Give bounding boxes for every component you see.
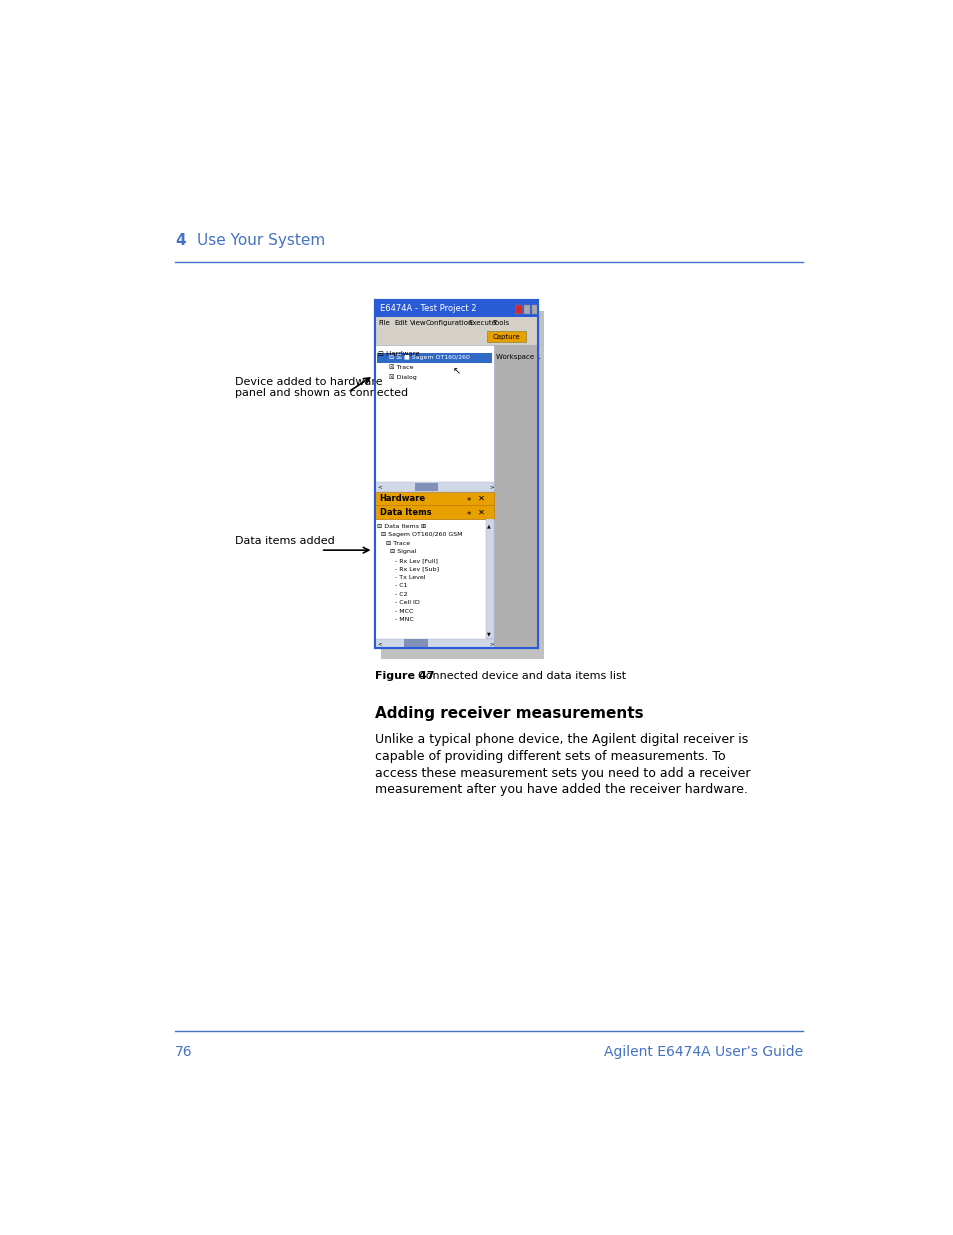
Text: capable of providing different sets of measurements. To: capable of providing different sets of m… — [375, 750, 725, 762]
FancyBboxPatch shape — [493, 345, 537, 648]
Text: Capture: Capture — [493, 333, 520, 340]
FancyBboxPatch shape — [375, 345, 493, 492]
Text: ⊟ Signal: ⊟ Signal — [390, 550, 416, 555]
Text: ↖: ↖ — [452, 367, 460, 377]
Text: - Cell ID: - Cell ID — [395, 600, 419, 605]
Text: Hardware: Hardware — [379, 494, 425, 503]
Text: - MNC: - MNC — [395, 618, 414, 622]
Text: ▼: ▼ — [487, 631, 491, 636]
FancyBboxPatch shape — [381, 311, 543, 659]
FancyBboxPatch shape — [375, 520, 493, 638]
FancyBboxPatch shape — [487, 331, 525, 342]
FancyBboxPatch shape — [415, 483, 437, 490]
FancyBboxPatch shape — [376, 353, 492, 363]
Text: ⊟ ☒ ■ Sagem OT160/260: ⊟ ☒ ■ Sagem OT160/260 — [389, 354, 469, 361]
Text: ⊟ Trace: ⊟ Trace — [385, 541, 410, 546]
Text: - MCC: - MCC — [395, 609, 413, 614]
Text: E6474A - Test Project 2: E6474A - Test Project 2 — [379, 304, 476, 312]
FancyBboxPatch shape — [531, 305, 537, 314]
Text: panel and shown as connected: panel and shown as connected — [235, 388, 408, 398]
Text: ▲: ▲ — [487, 522, 491, 529]
FancyBboxPatch shape — [523, 305, 530, 314]
FancyBboxPatch shape — [516, 305, 521, 314]
Text: <: < — [377, 484, 381, 489]
Text: Device added to hardware: Device added to hardware — [235, 377, 383, 387]
Text: Figure 47: Figure 47 — [375, 671, 434, 680]
FancyBboxPatch shape — [375, 492, 493, 505]
Text: 76: 76 — [174, 1045, 193, 1060]
Text: - C2: - C2 — [395, 592, 407, 597]
Text: 4: 4 — [174, 233, 186, 248]
Text: Unlike a typical phone device, the Agilent digital receiver is: Unlike a typical phone device, the Agile… — [375, 732, 747, 746]
Text: Agilent E6474A User’s Guide: Agilent E6474A User’s Guide — [603, 1045, 802, 1060]
Text: Execute: Execute — [468, 320, 496, 326]
Text: ☒ Trace: ☒ Trace — [389, 366, 413, 370]
Text: >: > — [489, 641, 494, 646]
Text: ⁎: ⁎ — [466, 508, 470, 517]
Text: File: File — [378, 320, 390, 326]
Text: ⁎: ⁎ — [466, 494, 470, 503]
FancyBboxPatch shape — [485, 520, 493, 638]
FancyBboxPatch shape — [375, 317, 537, 330]
FancyBboxPatch shape — [375, 300, 537, 317]
Text: Tools: Tools — [492, 320, 509, 326]
FancyBboxPatch shape — [404, 640, 427, 647]
Text: Edit: Edit — [395, 320, 408, 326]
Text: access these measurement sets you need to add a receiver: access these measurement sets you need t… — [375, 767, 750, 779]
Text: >: > — [489, 484, 494, 489]
Text: - Rx Lev [Sub]: - Rx Lev [Sub] — [395, 567, 438, 572]
Text: Data Items: Data Items — [379, 508, 431, 517]
FancyBboxPatch shape — [375, 505, 493, 520]
FancyBboxPatch shape — [375, 300, 537, 648]
Text: - C1: - C1 — [395, 583, 407, 588]
Text: Adding receiver measurements: Adding receiver measurements — [375, 705, 643, 721]
Text: ⊟ Data Items ⊞: ⊟ Data Items ⊞ — [376, 524, 425, 529]
Text: <: < — [377, 641, 381, 646]
Text: Workspace 1: Workspace 1 — [496, 353, 540, 359]
Text: - Rx Lev [Full]: - Rx Lev [Full] — [395, 558, 437, 563]
Text: Connected device and data items list: Connected device and data items list — [417, 671, 625, 680]
Text: View: View — [410, 320, 426, 326]
Text: ⊟ Hardware: ⊟ Hardware — [377, 351, 419, 357]
Text: Use Your System: Use Your System — [196, 233, 325, 248]
Text: Configuration: Configuration — [425, 320, 473, 326]
Text: ⊟ Sagem OT160/260 GSM: ⊟ Sagem OT160/260 GSM — [381, 532, 462, 537]
Text: ✕: ✕ — [477, 494, 484, 503]
FancyBboxPatch shape — [375, 483, 493, 492]
Text: - Tx Level: - Tx Level — [395, 574, 425, 579]
Text: Data items added: Data items added — [235, 536, 335, 546]
Text: ✕: ✕ — [477, 508, 484, 517]
FancyBboxPatch shape — [375, 638, 493, 648]
FancyBboxPatch shape — [375, 330, 537, 345]
Text: measurement after you have added the receiver hardware.: measurement after you have added the rec… — [375, 783, 747, 797]
Text: ☒ Dialog: ☒ Dialog — [389, 374, 416, 379]
